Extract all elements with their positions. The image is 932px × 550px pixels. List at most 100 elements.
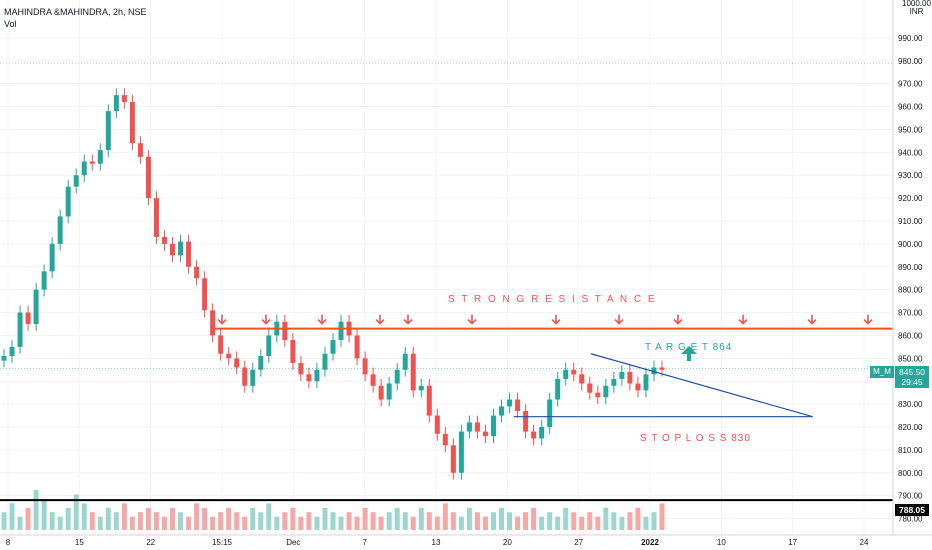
candle-body: [659, 367, 665, 370]
price-tick-label: 960.00: [898, 103, 923, 112]
volume-bar: [426, 512, 432, 530]
volume-bar: [507, 512, 513, 530]
volume-bar: [17, 516, 23, 530]
trendline-upper: [590, 353, 813, 418]
candle-body: [89, 161, 95, 164]
volume-bar: [571, 512, 577, 530]
volume-bar: [466, 507, 472, 530]
candle-body: [105, 111, 111, 151]
candle-body: [603, 385, 609, 398]
candle-body: [547, 399, 553, 427]
volume-bar: [65, 507, 71, 530]
candle-body: [218, 335, 224, 354]
candle-body: [426, 385, 432, 416]
candle-body: [587, 383, 593, 393]
candle-body: [25, 312, 31, 324]
volume-bar: [434, 516, 440, 530]
volume-bar: [226, 507, 232, 530]
candle-body: [97, 150, 103, 164]
volume-bar: [105, 507, 111, 530]
candle-body: [619, 372, 625, 379]
price-tick-label: 830.00: [898, 400, 923, 409]
volume-bar: [57, 516, 63, 530]
candle-body: [81, 161, 87, 176]
volume-bar: [137, 512, 143, 530]
candle-body: [258, 356, 264, 370]
down-arrow-icon: [673, 314, 683, 325]
volume-bar: [386, 512, 392, 530]
volume-bar: [346, 512, 352, 530]
candle-body: [282, 321, 288, 341]
candle-body: [482, 431, 488, 437]
volume-bar: [9, 503, 15, 530]
stoploss-annotation: S T O P L O S S 830: [640, 433, 751, 444]
volume-bar: [563, 507, 569, 530]
volume-bar: [186, 516, 192, 530]
price-tick-label: 820.00: [898, 423, 923, 432]
price-axis[interactable]: 780.00790.00800.00810.00820.00830.00840.…: [892, 0, 923, 535]
candle-body: [266, 335, 272, 357]
price-tick-label: 970.00: [898, 80, 923, 89]
bar-countdown: 29:45: [901, 377, 923, 387]
candle-body: [161, 237, 167, 244]
resistance-annotation: S T R O N G R E S I S T A N C E: [448, 294, 657, 305]
volume-bar: [97, 516, 103, 530]
time-tick-label: 22: [146, 538, 155, 547]
volume-bar: [73, 494, 79, 530]
candle-body: [635, 383, 641, 391]
price-tick-label: 780.00: [898, 515, 923, 524]
volume-bar: [1, 512, 7, 530]
time-tick-label: 27: [574, 538, 583, 547]
candle-body: [442, 433, 448, 446]
candle-body: [338, 321, 344, 341]
price-tick-label: 850.00: [898, 354, 923, 363]
current-price: 845.50: [899, 367, 925, 377]
volume-bar: [619, 516, 625, 530]
unit-bottom: INR: [909, 7, 924, 16]
volume-bar: [611, 512, 617, 530]
volume-bar: [322, 507, 328, 530]
candle-body: [1, 356, 7, 361]
volume-bar: [161, 516, 167, 530]
volume-bar: [547, 512, 553, 530]
volume-bar: [194, 503, 200, 530]
candle-body: [242, 367, 248, 386]
price-tick-label: 980.00: [898, 57, 923, 66]
volume-bar: [635, 507, 641, 530]
volume-bar: [49, 512, 55, 530]
candle-body: [370, 374, 376, 386]
candle-body: [226, 353, 232, 359]
time-axis[interactable]: 8 15 22 15:15 Dec 7 13 20 27 2022 10 17 24: [0, 534, 932, 547]
price-tick-label: 810.00: [898, 446, 923, 455]
volume-bar: [482, 516, 488, 530]
candle-body: [458, 431, 464, 473]
volume-bar: [121, 503, 127, 530]
candle-body: [515, 399, 521, 411]
price-tick-label: 990.00: [898, 34, 923, 43]
candle-body: [121, 95, 127, 102]
time-tick-label: 15:15: [212, 538, 233, 547]
candle-body: [129, 101, 135, 144]
volume-bar: [210, 516, 216, 530]
price-tick-label: 860.00: [898, 331, 923, 340]
candle-body: [202, 278, 208, 311]
candle-body: [73, 175, 79, 187]
candle-body: [113, 95, 119, 112]
candle-body: [210, 310, 216, 336]
down-arrow-icon: [375, 314, 385, 325]
volume-bar: [442, 503, 448, 530]
resistance-arrows: [217, 314, 873, 325]
volume-bar: [579, 516, 585, 530]
levels: [0, 327, 893, 502]
volume-bar: [41, 498, 47, 530]
time-tick-label: 13: [432, 538, 441, 547]
price-tick-label: 930.00: [898, 171, 923, 180]
time-tick-label: 24: [860, 538, 869, 547]
price-tick-label: 870.00: [898, 309, 923, 318]
volume-bar: [362, 507, 368, 530]
symbol-title: MAHINDRA &MAHINDRA, 2h, NSE: [4, 7, 147, 17]
target-arrow-icon: [681, 346, 697, 361]
candle-body: [170, 243, 176, 256]
candle-body: [531, 431, 537, 439]
